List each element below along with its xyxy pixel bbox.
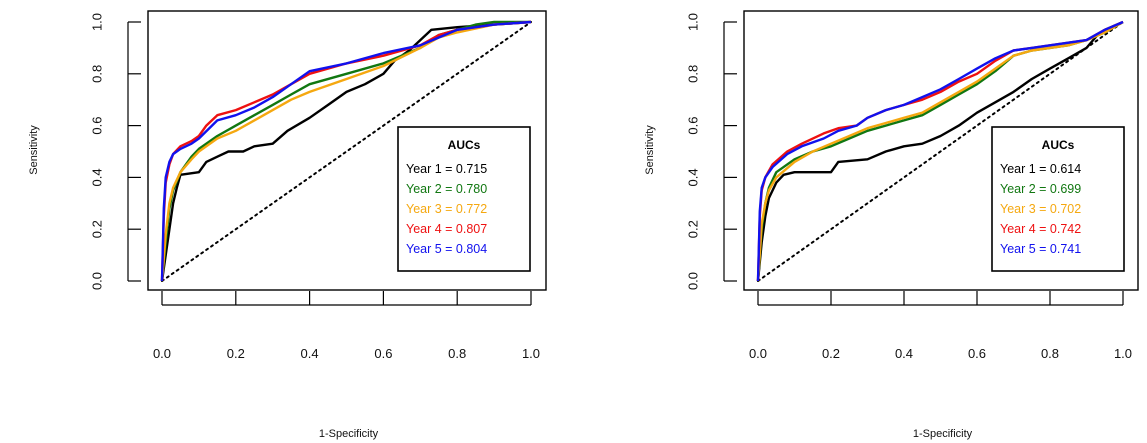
reference-diagonal — [757, 21, 1124, 282]
y-tick-label: 0.0 — [89, 272, 104, 290]
x-tick-label: 1.0 — [522, 346, 540, 361]
x-axis-title: 1-Specificity — [319, 428, 379, 440]
y-axis-title: Sensitivity — [28, 125, 40, 175]
legend-box — [991, 126, 1125, 272]
x-tick-label: 0.8 — [1041, 346, 1059, 361]
x-tick-label: 0.4 — [301, 346, 319, 361]
roc-curve-year-1 — [756, 20, 1124, 282]
y-tick-label: 0.6 — [685, 117, 700, 135]
y-tick-label: 0.0 — [685, 272, 700, 290]
y-axis-title: Sensitivity — [644, 125, 656, 175]
x-tick-label: 0.6 — [374, 346, 392, 361]
roc-chart-left: 0.0 0.2 0.4 0.6 0.8 1.0 0.0 0.2 0.4 0.6 0.8 1.0 1-Sp… — [28, 10, 547, 440]
y-tick-label: 0.4 — [685, 168, 700, 186]
y-tick-label: 0.4 — [89, 168, 104, 186]
x-tick-label: 0.2 — [822, 346, 840, 361]
y-tick-label: 0.6 — [89, 117, 104, 135]
roc-curve-year-1 — [160, 20, 532, 282]
roc-curve-year-5 — [160, 20, 532, 282]
roc-chart-right: 0.0 0.2 0.4 0.6 0.8 1.0 0.0 0.2 0.4 0.6 0.8 1.0 1-Sp… — [644, 10, 1139, 440]
legend-box — [397, 126, 531, 272]
x-tick-label: 0.0 — [153, 346, 171, 361]
legend-entry-year-3: Year 3 = 0.772 — [406, 202, 487, 216]
x-axis-title: 1-Specificity — [913, 428, 973, 440]
x-tick-label: 0.4 — [895, 346, 913, 361]
roc-panel-right: 0.0 0.2 0.4 0.6 0.8 1.0 0.0 0.2 0.4 0.6 0.8 1.0 1-Sp… — [573, 0, 1146, 443]
y-tick-label: 0.2 — [89, 220, 104, 238]
y-tick-label: 0.8 — [89, 65, 104, 83]
roc-curve-year-3 — [756, 20, 1124, 282]
legend-entry-year-3: Year 3 = 0.702 — [1000, 202, 1081, 216]
roc-curve-year-5 — [756, 20, 1124, 282]
plot-frame — [147, 10, 547, 291]
legend-entry-year-1: Year 1 = 0.715 — [406, 162, 487, 176]
legend-entry-year-2: Year 2 = 0.780 — [406, 182, 487, 196]
x-tick-label: 0.6 — [968, 346, 986, 361]
legend-title: AUCs — [1042, 138, 1075, 152]
legend-entry-year-4: Year 4 = 0.742 — [1000, 222, 1081, 236]
legend-entry-year-5: Year 5 = 0.804 — [406, 242, 487, 256]
legend-entry-year-2: Year 2 = 0.699 — [1000, 182, 1081, 196]
legend-entry-year-4: Year 4 = 0.807 — [406, 222, 487, 236]
x-tick-label: 0.2 — [227, 346, 245, 361]
legend-entry-year-5: Year 5 = 0.741 — [1000, 242, 1081, 256]
legend-title: AUCs — [448, 138, 481, 152]
y-tick-label: 0.2 — [685, 220, 700, 238]
x-tick-label: 0.0 — [749, 346, 767, 361]
y-tick-label: 1.0 — [89, 13, 104, 31]
legend-entry-year-1: Year 1 = 0.614 — [1000, 162, 1081, 176]
roc-panel-left: 0.0 0.2 0.4 0.6 0.8 1.0 0.0 0.2 0.4 0.6 0.8 1.0 1-Sp… — [0, 0, 573, 443]
y-tick-label: 0.8 — [685, 65, 700, 83]
y-tick-label: 1.0 — [685, 13, 700, 31]
x-tick-label: 0.8 — [448, 346, 466, 361]
x-tick-label: 1.0 — [1114, 346, 1132, 361]
plot-frame — [743, 10, 1139, 291]
